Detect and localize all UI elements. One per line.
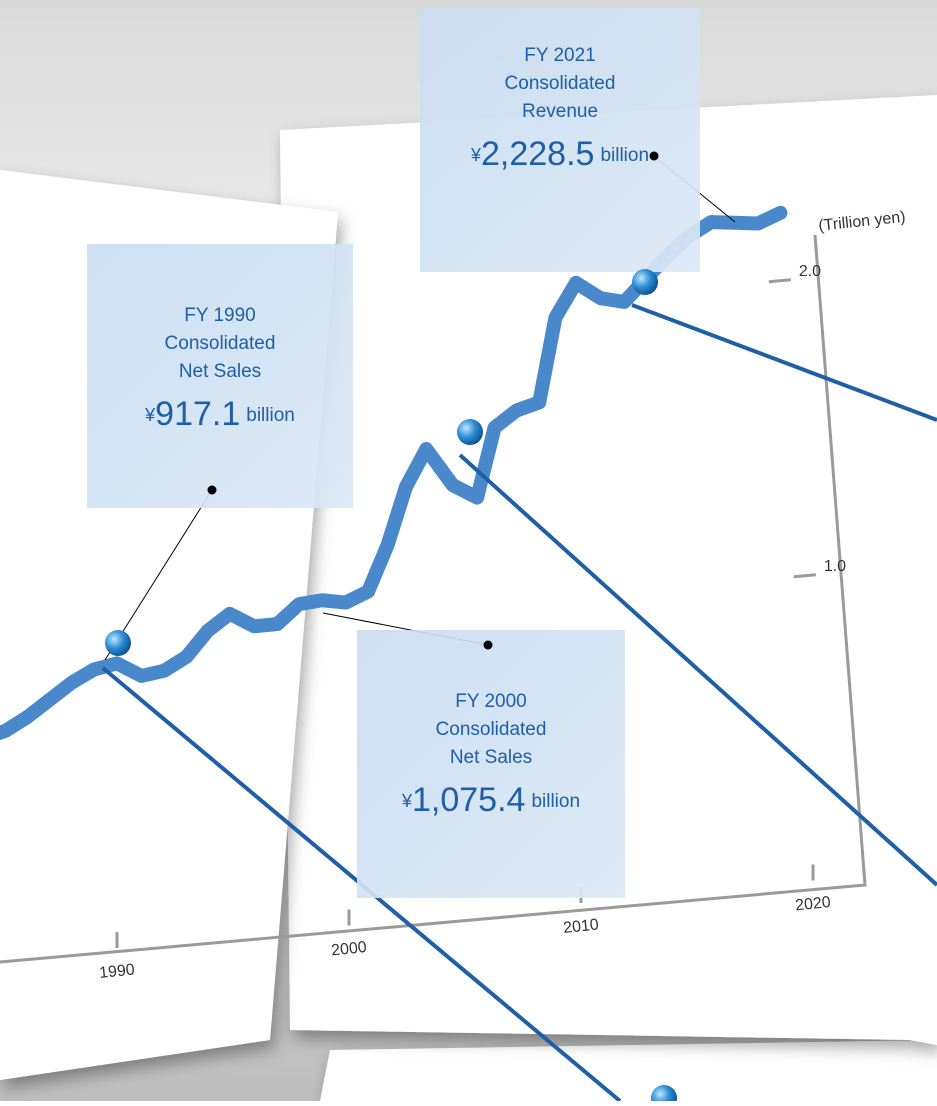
y-tick-label: 1.0 [824, 558, 846, 575]
note-text: Consolidated [165, 333, 276, 354]
note-text: FY 2000 [455, 691, 526, 712]
note-text: FY 1990 [184, 305, 255, 326]
chart: 19902000201020201.02.0 FY 2021Consolidat… [0, 0, 937, 1101]
paper-sheet [320, 1040, 937, 1101]
note-text: Consolidated [505, 73, 616, 94]
note-text: Revenue [522, 101, 598, 122]
note-text: Consolidated [436, 719, 547, 740]
y-tick-mark [794, 575, 816, 577]
note-amount: 2,228.5 [481, 135, 594, 173]
note-amount: 917.1 [155, 395, 240, 433]
y-tick-label: 2.0 [799, 263, 821, 280]
y-tick-mark [769, 280, 791, 282]
page: {"chart_data": { "type": "line", "y_axis… [0, 0, 937, 1101]
note-unit: billion [600, 145, 649, 166]
note-unit: billion [246, 405, 295, 426]
note-text: FY 2021 [524, 45, 595, 66]
note-text: Net Sales [450, 747, 532, 768]
note-unit: billion [531, 791, 580, 812]
note-amount: 1,075.4 [412, 781, 525, 819]
note-text: Net Sales [179, 361, 261, 382]
